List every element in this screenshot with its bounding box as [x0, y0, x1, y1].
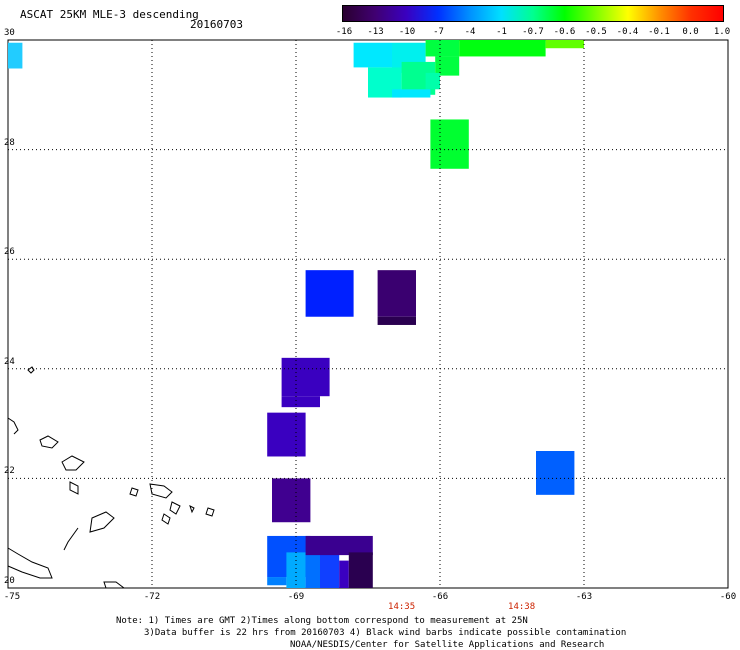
longitude-label: -63	[575, 592, 593, 602]
swath-cell	[272, 478, 311, 523]
swath-cell	[281, 396, 320, 408]
coast-segment	[189, 505, 195, 514]
swath-cell	[545, 40, 584, 49]
color-scale-label: -10	[398, 27, 416, 37]
latitude-label: 20	[4, 576, 15, 586]
longitude-label: -72	[143, 592, 161, 602]
longitude-label: -75	[3, 592, 21, 602]
swath-cell	[305, 535, 373, 556]
product-title: ASCAT 25KM MLE-3 descending	[20, 8, 199, 21]
coast-segment	[7, 547, 53, 579]
swath-cell	[339, 560, 349, 588]
color-scale-label: -16	[335, 27, 353, 37]
color-scale-label: -13	[367, 27, 384, 37]
color-scale-label: -7	[433, 27, 444, 37]
swath-cell	[435, 56, 460, 76]
color-scale-label: -0.5	[585, 27, 607, 37]
coast-segment	[103, 581, 126, 589]
latitude-label: 22	[4, 466, 15, 477]
swath-cell	[348, 552, 373, 588]
longitude-label: -66	[431, 592, 449, 602]
longitude-label: -60	[719, 592, 737, 602]
coast-segment	[205, 507, 215, 517]
color-scale-label: -0.6	[553, 27, 576, 37]
coast-segment	[7, 417, 19, 435]
swath-cell	[425, 40, 460, 57]
swath-cell	[281, 357, 330, 397]
swath-cell	[392, 89, 431, 98]
latitude-label: 24	[4, 356, 15, 367]
product-date: 20160703	[190, 18, 243, 31]
map-grid	[8, 40, 728, 588]
coast-segment	[39, 435, 59, 449]
swath-cell	[430, 119, 469, 169]
swath-cell	[536, 451, 575, 495]
color-scale-label: 0.0	[682, 27, 699, 37]
color-scale-label: 1.0	[713, 27, 731, 37]
color-scale-label: -0.1	[648, 27, 670, 37]
swath-cell	[353, 42, 392, 68]
coast-segment	[69, 481, 79, 495]
note-line-1: Note: 1) Times are GMT 2)Times along bot…	[116, 616, 528, 626]
color-scale-label: -4	[464, 27, 476, 37]
coast-segment	[149, 483, 173, 499]
swath-cells	[8, 40, 584, 588]
latitude-label: 30	[4, 28, 15, 38]
swath-cell	[320, 552, 340, 588]
longitude-label: -69	[287, 592, 305, 602]
swath-cell	[8, 42, 23, 69]
coast-segment	[27, 366, 35, 374]
time-label: 14:35	[388, 602, 416, 612]
swath-cell	[305, 270, 354, 317]
coast-segment	[129, 487, 139, 497]
map-frame	[7, 39, 729, 589]
swath-cell	[377, 316, 416, 325]
latitude-label: 26	[4, 247, 15, 258]
latitude-label: 28	[4, 137, 15, 148]
swath-cell	[425, 72, 440, 90]
swath-cell	[459, 40, 546, 57]
color-scale-label: -0.7	[522, 27, 544, 37]
coast-segment	[61, 455, 85, 471]
note-line-2: 3)Data buffer is 22 hrs from 20160703 4)…	[144, 628, 627, 638]
swath-cell	[267, 577, 287, 586]
swath-cell	[377, 270, 416, 317]
time-label: 14:38	[508, 602, 536, 612]
color-scale-label: -0.4	[616, 27, 639, 37]
swath-cell	[286, 552, 306, 588]
note-line-3: NOAA/NESDIS/Center for Satellite Applica…	[290, 640, 605, 650]
color-scale-bar	[342, 5, 724, 22]
coast-segment	[63, 527, 79, 551]
swath-cell	[305, 549, 320, 588]
coast-segment	[169, 501, 181, 515]
coastline	[7, 366, 215, 589]
coast-segment	[89, 511, 115, 533]
coast-segment	[161, 513, 171, 525]
swath-cell	[267, 412, 306, 457]
color-scale-label: -1	[496, 27, 507, 37]
